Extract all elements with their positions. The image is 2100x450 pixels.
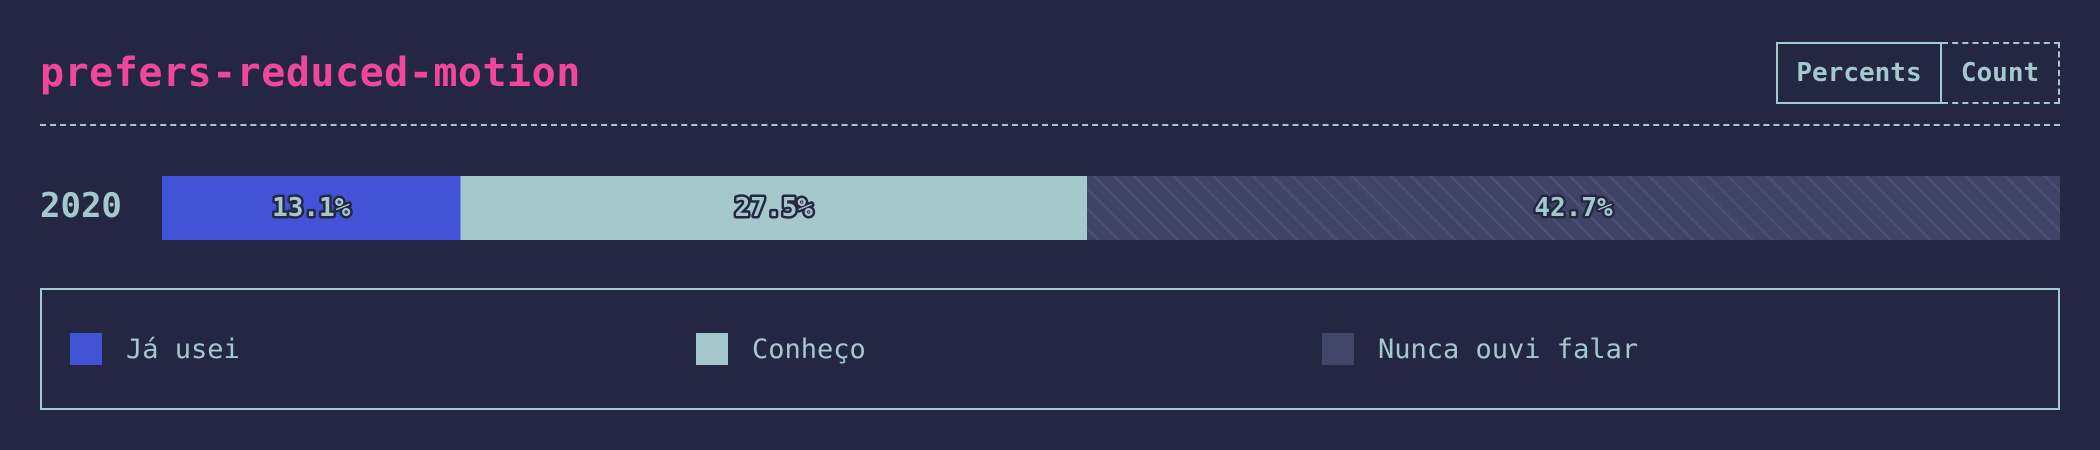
chart-title: prefers-reduced-motion [40,50,581,96]
bar-label-never: 42.7% [1534,193,1613,223]
chart-header: prefers-reduced-motion Percents Count [40,30,2060,126]
legend-label-never: Nunca ouvi falar [1378,333,1639,365]
year-label: 2020 [40,186,122,226]
bar-segment-know[interactable] [460,176,1088,240]
legend-swatch-never [1322,333,1354,365]
bar-segment-never[interactable] [1087,176,2060,240]
legend-swatch-know [696,333,728,365]
bar-label-used: 13.1% [272,193,351,223]
legend-item-used[interactable]: Já usei [70,332,240,366]
legend-swatch-used [70,333,102,365]
count-toggle-button[interactable]: Count [1942,42,2060,104]
bar-row-2020: 2020 13.1% 27.5% 42.7% [40,176,2060,240]
legend-item-know[interactable]: Conheço [696,332,866,366]
percents-toggle-button[interactable]: Percents [1776,42,1942,104]
legend: Já usei Conheço Nunca ouvi falar [40,288,2060,410]
legend-label-used: Já usei [126,333,240,365]
legend-item-never[interactable]: Nunca ouvi falar [1322,332,1638,366]
units-toggle-group: Percents Count [1776,42,2060,104]
bar-segment-used[interactable] [162,176,461,240]
bar-label-know: 27.5% [735,193,814,223]
legend-label-know: Conheço [752,333,866,365]
stacked-bar: 13.1% 27.5% 42.7% [162,176,2060,240]
